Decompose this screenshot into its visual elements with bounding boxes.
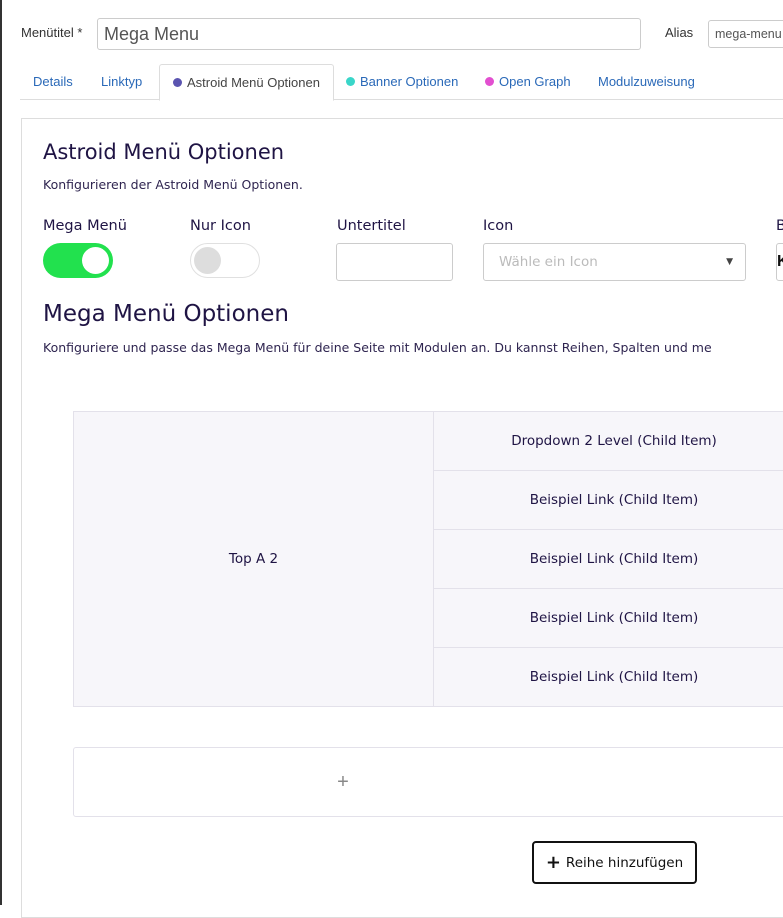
tab-label: Details: [33, 74, 73, 89]
icon-label: Icon: [483, 218, 514, 234]
alias-input[interactable]: mega-menu: [708, 20, 783, 48]
icon-only-label: Nur Icon: [190, 218, 251, 234]
tab-linktyp[interactable]: Linktyp: [88, 64, 155, 100]
mega-description: Konfiguriere und passe das Mega Menü für…: [43, 340, 712, 355]
extra-label: B: [776, 218, 783, 234]
child-item[interactable]: Beispiel Link (Child Item): [434, 530, 783, 589]
tab-label: Linktyp: [101, 74, 143, 89]
icon-select[interactable]: Wähle ein Icon ▼: [483, 243, 746, 281]
extra-input[interactable]: K: [776, 243, 783, 281]
subtitle-label: Untertitel: [337, 218, 406, 234]
tab-banner-options[interactable]: Banner Optionen: [333, 64, 471, 100]
icon-select-placeholder: Wähle ein Icon: [499, 254, 598, 270]
astroid-description: Konfigurieren der Astroid Menü Optionen.: [43, 177, 303, 192]
add-row-button[interactable]: + Reihe hinzufügen: [532, 841, 697, 884]
child-item[interactable]: Beispiel Link (Child Item): [529, 669, 699, 685]
tab-open-graph[interactable]: Open Graph: [472, 64, 584, 100]
tab-label: Astroid Menü Optionen: [187, 75, 320, 90]
dot-icon: [173, 78, 182, 87]
tab-label: Banner Optionen: [360, 74, 459, 89]
caret-down-icon: ▼: [726, 257, 733, 267]
mega-menu-label: Mega Menü: [43, 218, 127, 234]
parent-item[interactable]: Top A 2: [74, 412, 434, 706]
subtitle-input[interactable]: [336, 243, 453, 281]
menu-title-label: Menütitel *: [21, 25, 83, 40]
mega-menu-grid: Top A 2 Dropdown 2 Level (Child Item) Be…: [73, 411, 783, 707]
window-edge: [0, 0, 2, 905]
alias-label: Alias: [665, 25, 694, 40]
dot-icon: [485, 77, 494, 86]
menu-title-input[interactable]: Mega Menu: [97, 18, 641, 50]
add-column-area[interactable]: +: [73, 747, 783, 817]
tab-astroid-menu-options[interactable]: Astroid Menü Optionen: [159, 64, 334, 101]
child-item[interactable]: Beispiel Link (Child Item): [434, 471, 783, 530]
icon-only-toggle[interactable]: [190, 243, 260, 278]
mega-title: Mega Menü Optionen: [43, 301, 289, 327]
dot-icon: [346, 77, 355, 86]
tab-label: Modulzuweisung: [598, 74, 695, 89]
child-item[interactable]: Dropdown 2 Level (Child Item): [434, 412, 783, 471]
astroid-title: Astroid Menü Optionen: [43, 140, 285, 164]
tab-details[interactable]: Details: [20, 64, 86, 100]
mega-menu-toggle[interactable]: [43, 243, 113, 278]
tab-bar: Details Linktyp Astroid Menü Optionen Ba…: [20, 64, 783, 101]
tab-label: Open Graph: [499, 74, 571, 89]
add-row-label: Reihe hinzufügen: [565, 854, 684, 871]
plus-icon: +: [545, 852, 561, 873]
plus-icon: +: [337, 770, 349, 793]
child-item[interactable]: Beispiel Link (Child Item): [434, 589, 783, 648]
tab-modulzuweisung[interactable]: Modulzuweisung: [585, 64, 708, 100]
